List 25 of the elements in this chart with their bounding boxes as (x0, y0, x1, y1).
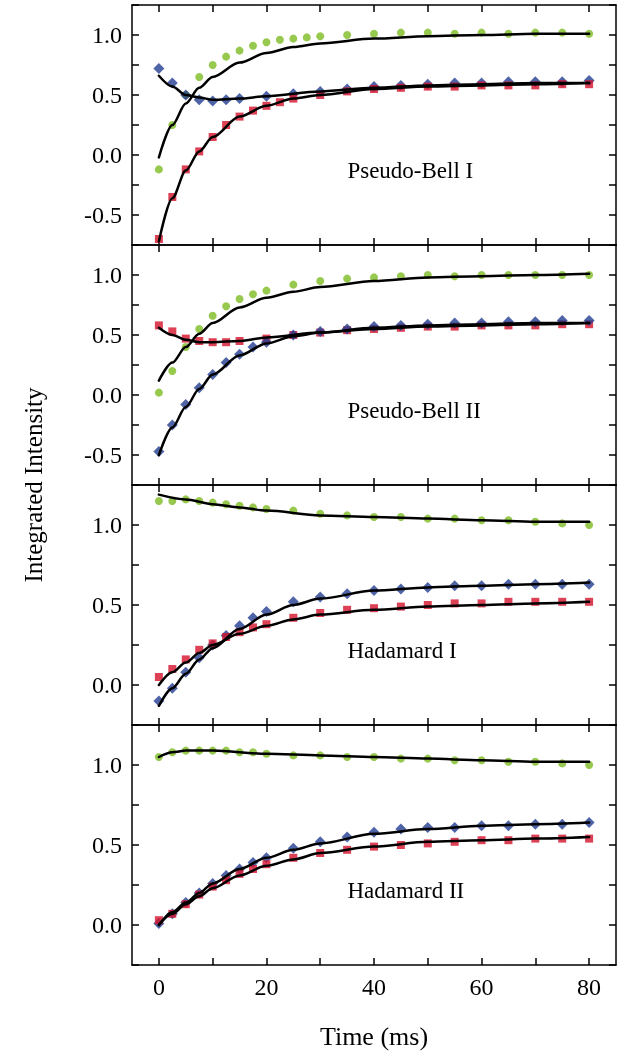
x-tick-label: 60 (469, 974, 494, 1000)
y-tick-label: 1.0 (92, 22, 122, 48)
y-axis-title: Integrated Intensity (20, 387, 48, 583)
annotation: Pseudo-Bell II (347, 398, 481, 423)
y-tick-label: 1.0 (92, 512, 122, 538)
y-tick-label: 0.5 (92, 832, 122, 858)
y-tick-label: 0.5 (92, 592, 122, 618)
y-tick-label: 0.0 (92, 382, 122, 408)
y-tick-label: 1.0 (92, 752, 122, 778)
y-tick-label: 0.5 (92, 322, 122, 348)
y-tick-label: 0.5 (92, 82, 122, 108)
y-tick-label: 0.0 (92, 672, 122, 698)
x-tick-label: 80 (577, 974, 602, 1000)
y-tick-label: 0.0 (92, 912, 122, 938)
annotation: Pseudo-Bell I (347, 158, 474, 183)
annotation: Hadamard I (347, 638, 457, 663)
y-tick-label: -0.5 (84, 202, 122, 228)
x-tick-label: 0 (152, 974, 165, 1000)
x-axis-title: Time (ms) (319, 1021, 429, 1051)
y-tick-label: 1.0 (92, 262, 122, 288)
annotation: Hadamard II (347, 878, 465, 903)
x-tick-label: 20 (254, 974, 279, 1000)
y-tick-label: -0.5 (84, 442, 122, 468)
y-tick-label: 0.0 (92, 142, 122, 168)
x-tick-label: 40 (362, 974, 386, 1000)
